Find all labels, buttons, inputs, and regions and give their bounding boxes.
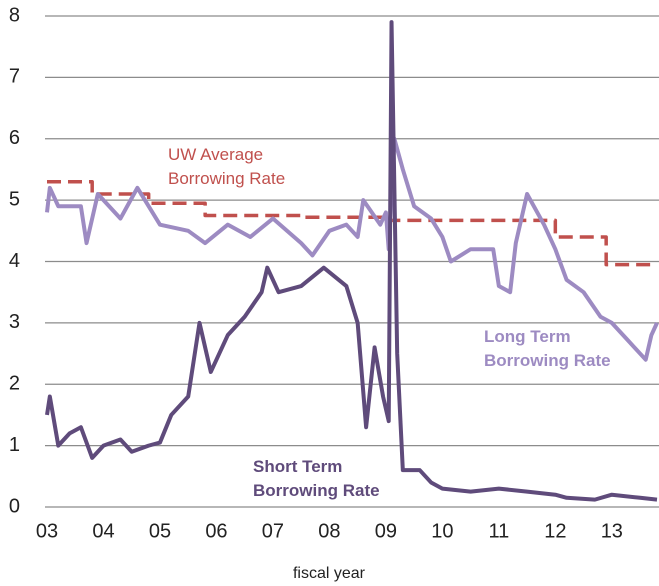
x-tick-label: 04 — [92, 520, 114, 542]
y-tick-label: 6 — [9, 127, 20, 149]
x-tick-label: 11 — [488, 520, 509, 542]
y-tick-label: 0 — [9, 495, 20, 517]
y-tick-label: 4 — [9, 250, 20, 272]
x-tick-label: 05 — [149, 520, 171, 542]
x-tick-label: 10 — [431, 520, 453, 542]
series-label: UW Average Borrowing Rate — [168, 145, 286, 188]
series-label: Long Term Borrowing Rate — [484, 327, 611, 370]
y-tick-label: 3 — [9, 311, 20, 333]
y-tick-label: 7 — [9, 66, 20, 88]
x-tick-label: 03 — [36, 520, 58, 542]
x-axis-label: fiscal year — [293, 565, 366, 582]
y-tick-label: 1 — [9, 434, 20, 456]
y-tick-label: 8 — [9, 4, 20, 26]
y-tick-label: 2 — [9, 373, 20, 395]
x-tick-label: 13 — [601, 520, 623, 542]
y-tick-label: 5 — [9, 188, 20, 210]
data-line — [47, 179, 657, 267]
x-tick-label: 06 — [205, 520, 227, 542]
x-tick-label: 12 — [544, 520, 566, 542]
x-tick-label: 09 — [375, 520, 397, 542]
data-line — [45, 20, 658, 502]
x-tick-label: 07 — [262, 520, 284, 542]
series-label: Short Term Borrowing Rate — [253, 457, 380, 500]
x-tick-label: 08 — [318, 520, 340, 542]
